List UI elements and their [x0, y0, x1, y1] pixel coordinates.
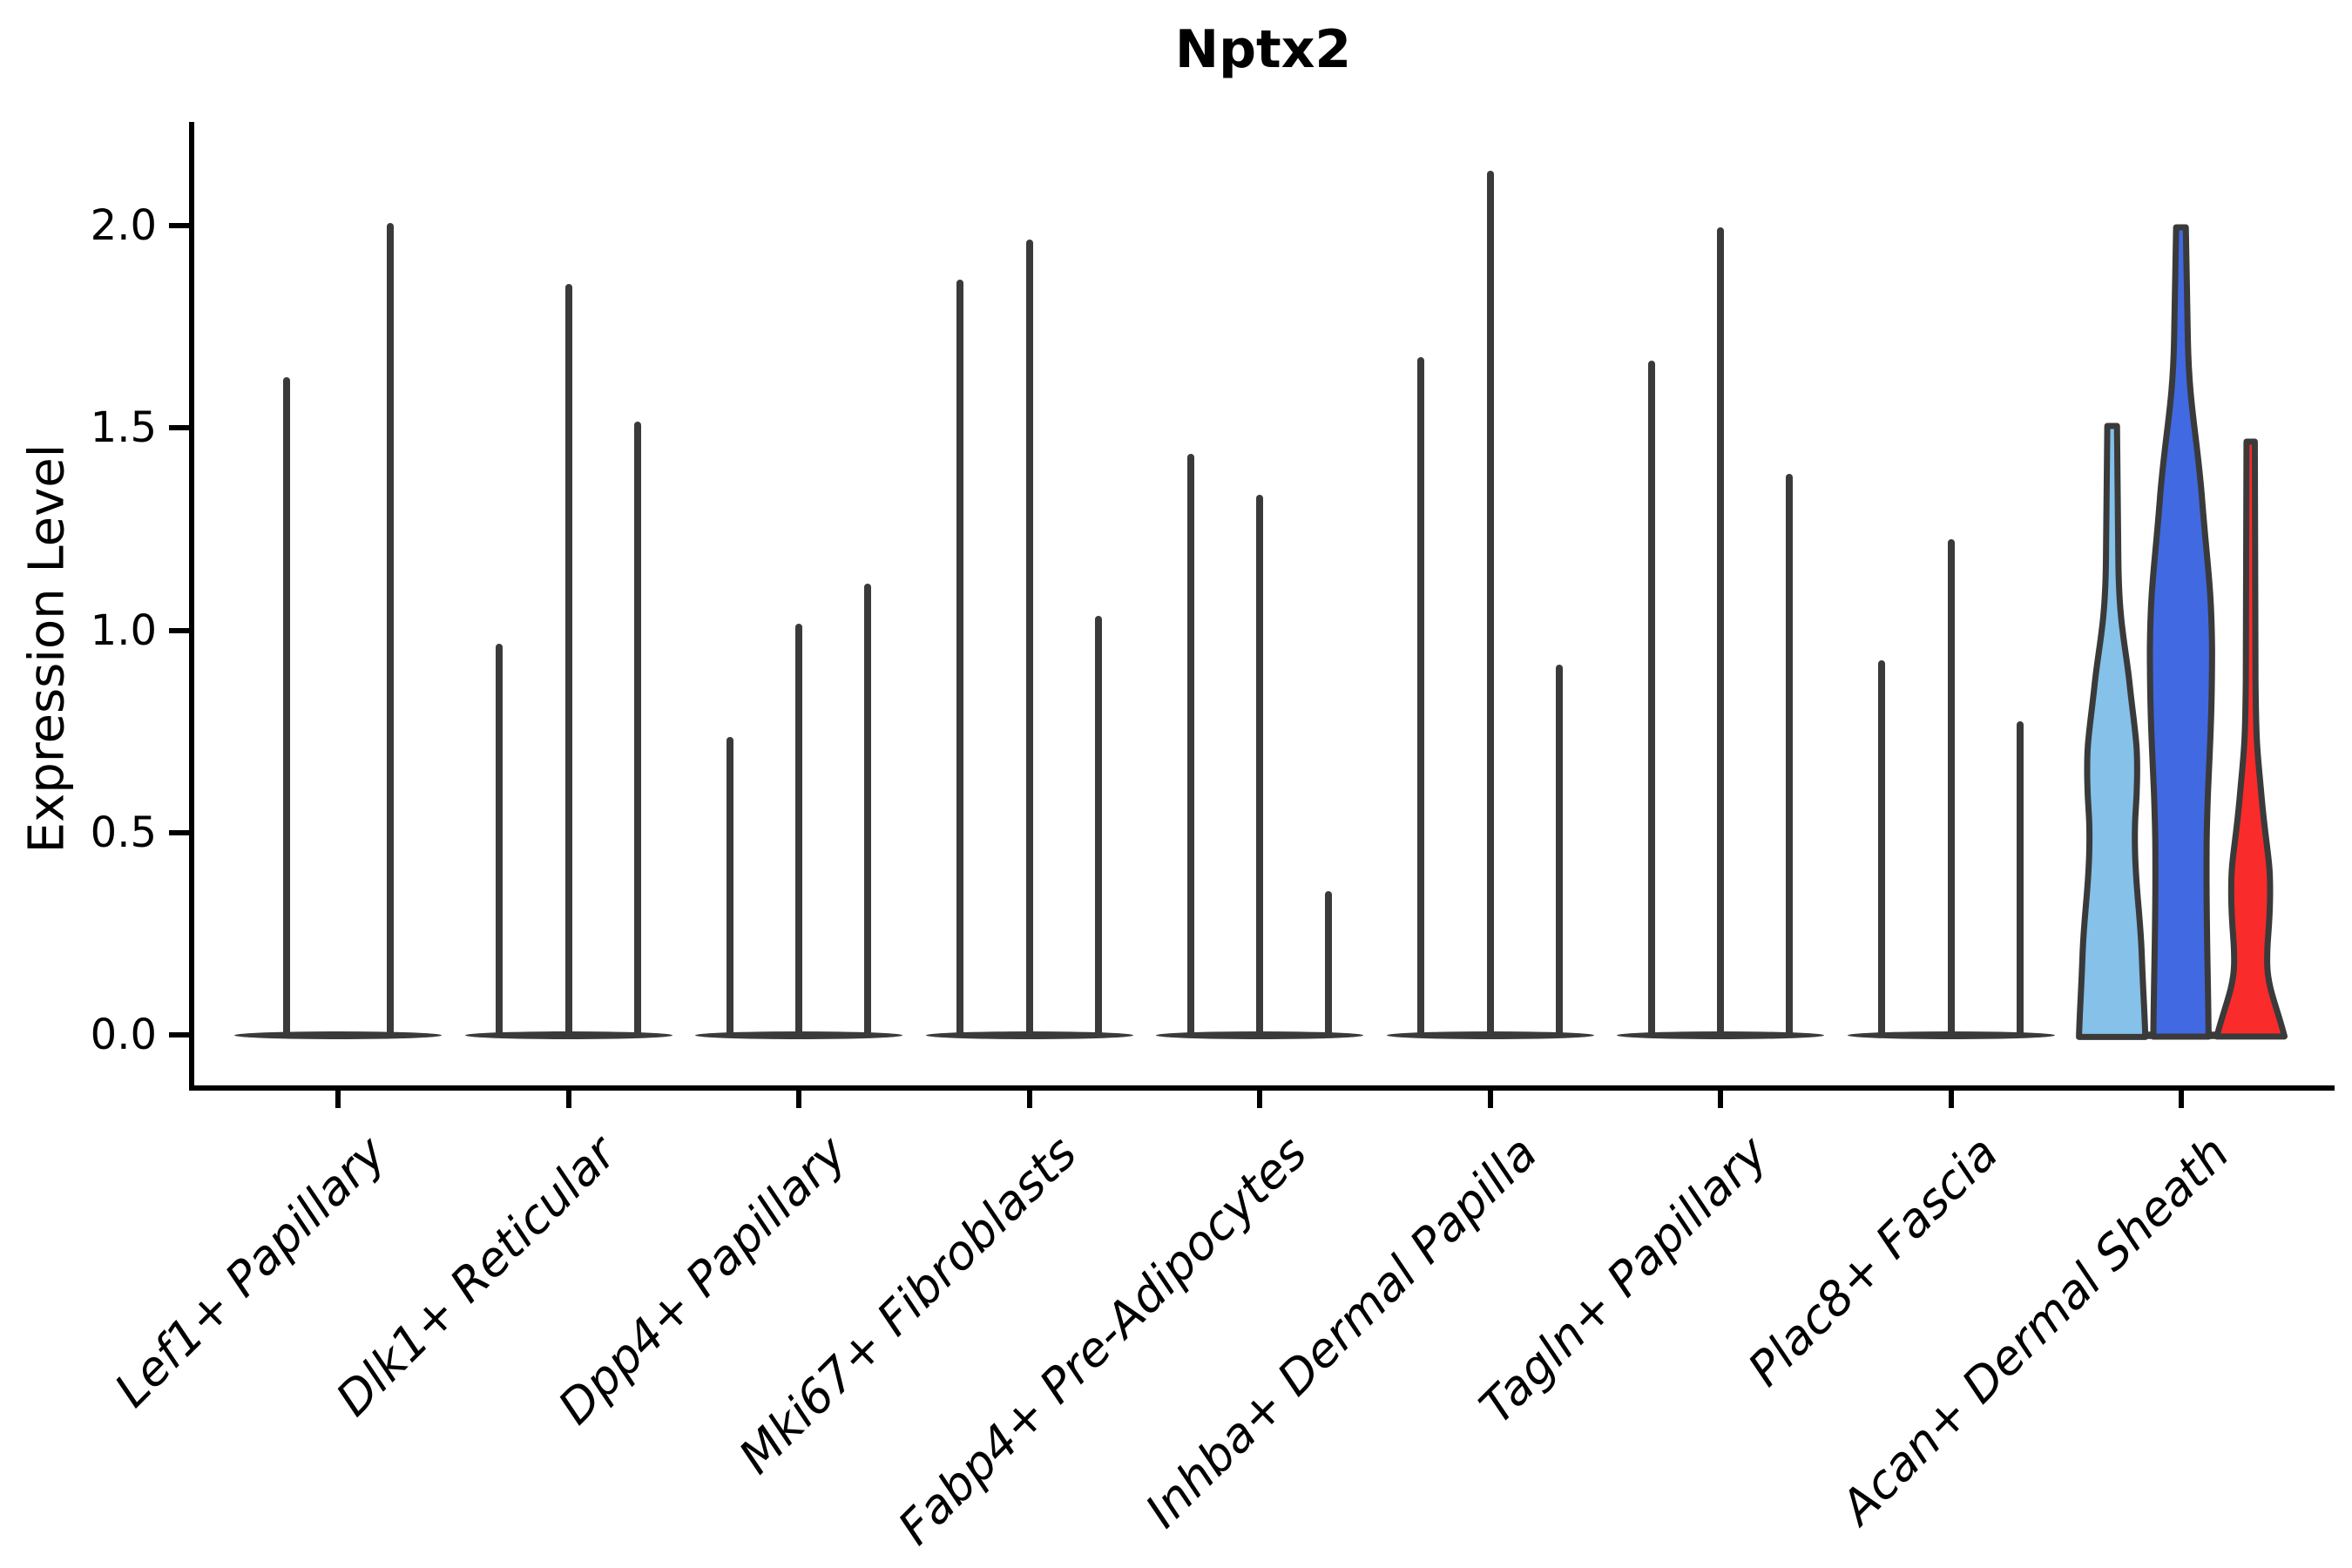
violin-spike	[496, 644, 504, 1037]
violin-spike	[386, 223, 394, 1037]
violin-spike	[2016, 720, 2024, 1037]
violin-spike	[1025, 239, 1033, 1037]
violin-spike	[1555, 664, 1563, 1037]
x-tick-mark	[565, 1085, 571, 1108]
x-tick-label: Plac8+ Fascia	[1737, 1125, 2010, 1397]
y-tick-mark	[169, 1032, 192, 1037]
x-tick-label: Acan+ Dermal Sheath	[1829, 1125, 2240, 1535]
violin-spike	[1717, 227, 1724, 1037]
y-axis-spine	[189, 122, 194, 1091]
violin-spike	[1256, 494, 1263, 1037]
chart-title: Nptx2	[1174, 19, 1352, 80]
violin-spike	[726, 737, 733, 1037]
violin-spike	[564, 284, 572, 1037]
x-tick-mark	[796, 1085, 801, 1108]
violin-shape-red	[2216, 442, 2285, 1037]
violin-spike	[1878, 660, 1886, 1037]
violin-spike	[1947, 538, 1955, 1037]
violin-spike	[282, 376, 290, 1037]
y-tick-label: 0.5	[90, 808, 157, 857]
violin-baseline	[234, 1031, 442, 1039]
violin-spike	[1094, 615, 1102, 1037]
y-tick-mark	[169, 829, 192, 835]
violin-spike	[1325, 890, 1333, 1037]
x-tick-label: Fabp4+ Pre-Adipocytes	[888, 1125, 1318, 1556]
violin-spike	[1417, 356, 1425, 1037]
violin-spike	[795, 624, 802, 1037]
y-tick-mark	[169, 425, 192, 431]
violin-spike	[1486, 170, 1494, 1037]
y-tick-label: 1.0	[90, 605, 157, 655]
violin-spike	[1186, 454, 1194, 1037]
y-tick-mark	[169, 223, 192, 228]
y-tick-label: 2.0	[90, 201, 157, 250]
x-tick-mark	[1257, 1085, 1262, 1108]
violin-spike	[1647, 361, 1655, 1037]
violin-shape-blue	[2146, 227, 2215, 1037]
violin-spike	[1786, 474, 1794, 1037]
x-tick-mark	[335, 1085, 341, 1108]
y-tick-mark	[169, 627, 192, 633]
y-tick-label: 1.5	[90, 403, 157, 453]
x-tick-mark	[2179, 1085, 2184, 1108]
violin-spike	[864, 583, 872, 1037]
violin-spike	[956, 280, 964, 1037]
x-tick-label: Inhba+ Dermal Papilla	[1135, 1125, 1549, 1538]
x-tick-mark	[1026, 1085, 1032, 1108]
x-tick-mark	[1487, 1085, 1493, 1108]
violin-shape-sky	[2078, 426, 2146, 1037]
x-tick-mark	[1948, 1085, 1954, 1108]
violin-spike	[633, 421, 641, 1037]
x-tick-mark	[1718, 1085, 1723, 1108]
y-tick-label: 0.0	[90, 1010, 157, 1059]
